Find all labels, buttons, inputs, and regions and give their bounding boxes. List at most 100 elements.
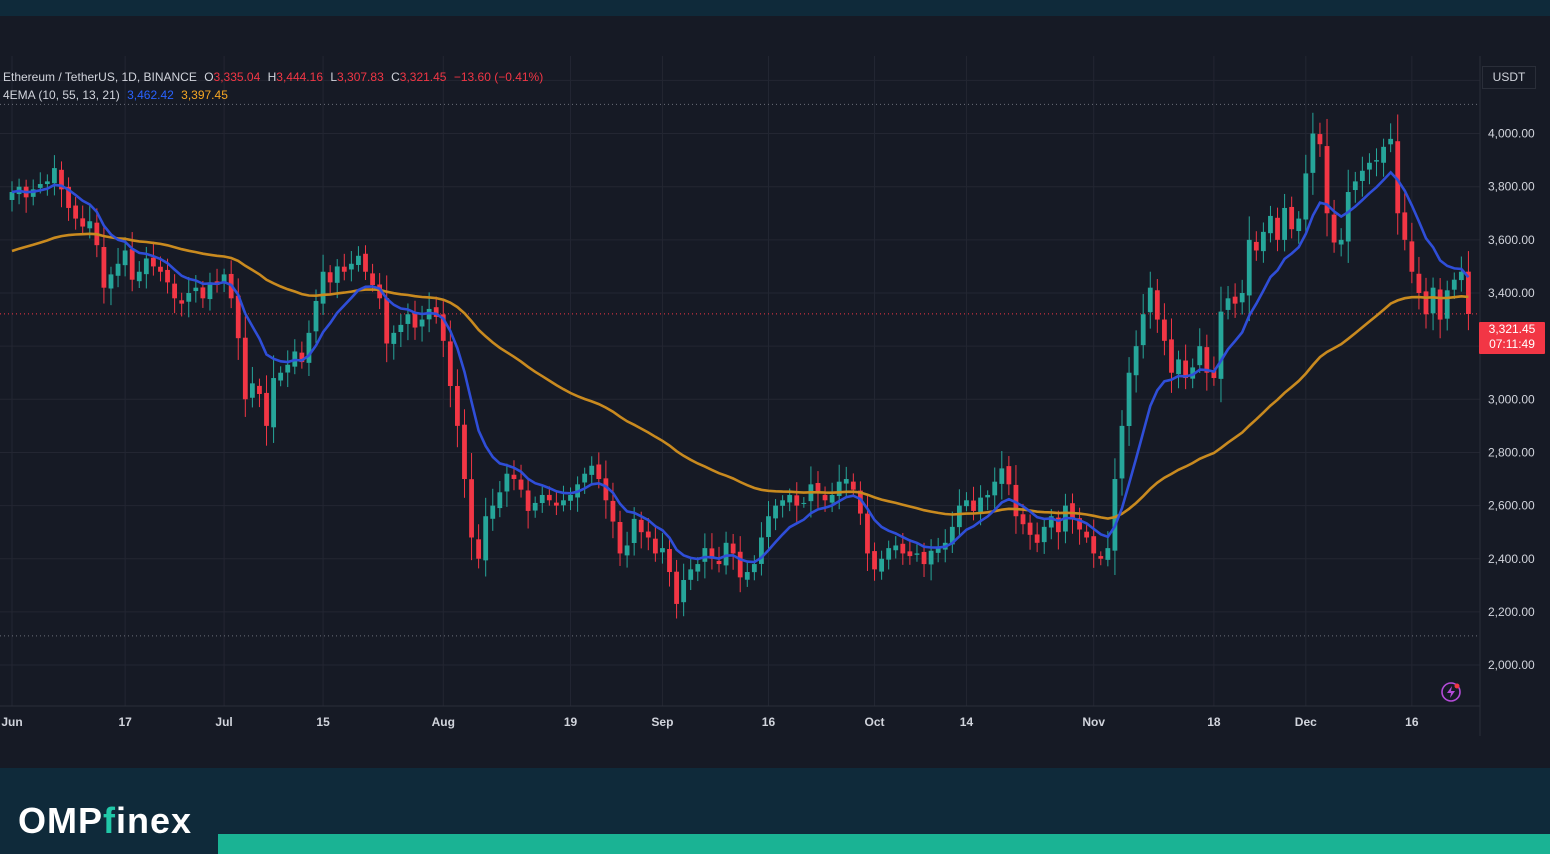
candle-body xyxy=(1225,298,1231,310)
candle-body xyxy=(151,257,156,267)
candle-body xyxy=(638,519,644,533)
candle-body xyxy=(66,186,71,208)
candle-body xyxy=(1374,160,1379,162)
candle-body xyxy=(1402,212,1408,240)
legend-row-indicator: 4EMA (10, 55, 13, 21) 3,462.42 3,397.45 xyxy=(3,86,543,104)
candle-body xyxy=(1197,346,1203,366)
x-tick-label: Jun xyxy=(1,715,22,729)
last-price-tag: 3,321.45 07:11:49 xyxy=(1479,322,1545,354)
candle-body xyxy=(306,332,312,363)
candle-body xyxy=(730,543,736,554)
candle-body xyxy=(37,184,43,188)
candle-body xyxy=(469,479,474,538)
chart-legend: Ethereum / TetherUS, 1D, BINANCE O3,335.… xyxy=(3,68,543,104)
candle-body xyxy=(744,572,750,580)
candle-body xyxy=(235,295,241,339)
candle-body xyxy=(1458,271,1464,281)
candle-body xyxy=(914,553,920,555)
candle-body xyxy=(850,481,856,490)
candle-body xyxy=(1282,207,1287,240)
candle-body xyxy=(313,300,319,332)
candle-body xyxy=(200,287,206,299)
candle-body xyxy=(405,314,411,324)
legend-row-symbol: Ethereum / TetherUS, 1D, BINANCE O3,335.… xyxy=(3,68,543,86)
candle-body xyxy=(285,364,291,373)
indicator-label[interactable]: 4EMA (10, 55, 13, 21) xyxy=(3,88,120,102)
candle-body xyxy=(257,385,262,394)
y-axis: 2,000.00 2,200.00 2,400.00 2,600.00 2,800.00… xyxy=(1488,73,1535,672)
x-tick-label: 15 xyxy=(316,715,330,729)
candle-body xyxy=(723,542,729,566)
candle-body xyxy=(1430,287,1436,314)
candle-body xyxy=(1303,173,1309,220)
candle-body xyxy=(617,522,623,554)
candle-body xyxy=(1466,271,1471,314)
candle-body xyxy=(1133,346,1139,376)
lightning-alert-icon[interactable] xyxy=(1440,681,1462,703)
candle-body xyxy=(299,352,305,363)
candle-body xyxy=(794,495,800,506)
candle-body xyxy=(1091,536,1097,554)
x-tick-label: Nov xyxy=(1082,715,1105,729)
candle-body xyxy=(518,479,524,490)
candle-body xyxy=(490,505,496,519)
candle-body xyxy=(815,483,821,493)
candle-body xyxy=(1041,526,1047,543)
candle-body xyxy=(645,531,651,538)
candle-body xyxy=(568,494,573,501)
y-tick-label: 4,000.00 xyxy=(1488,127,1535,141)
candle-body xyxy=(193,287,199,292)
candle-body xyxy=(688,569,694,580)
candle-body xyxy=(1451,279,1457,290)
y-tick-label: 3,600.00 xyxy=(1488,233,1535,247)
candle-body xyxy=(1140,314,1146,346)
candle-body xyxy=(433,307,439,317)
candle-body xyxy=(539,494,545,504)
candle-body xyxy=(1154,290,1160,320)
y-tick-label: 2,000.00 xyxy=(1488,658,1535,672)
candle-body xyxy=(59,169,64,190)
x-tick-label: 16 xyxy=(1405,715,1419,729)
candle-body xyxy=(1218,311,1224,379)
last-price-value: 3,321.45 xyxy=(1488,322,1536,336)
candle-body xyxy=(1013,484,1019,517)
symbol-label[interactable]: Ethereum / TetherUS, 1D, BINANCE xyxy=(3,70,197,84)
candle-body xyxy=(589,465,595,475)
candle-body xyxy=(1126,372,1132,427)
x-tick-label: Aug xyxy=(432,715,455,729)
candle-body xyxy=(122,250,128,266)
candle-body xyxy=(1409,241,1415,272)
candle-body xyxy=(511,474,517,480)
candle-body xyxy=(341,266,347,272)
candle-body xyxy=(264,392,269,426)
candle-body xyxy=(73,205,79,219)
y-tick-label: 3,800.00 xyxy=(1488,180,1535,194)
candle-body xyxy=(709,548,715,559)
candle-body xyxy=(660,548,665,553)
candle-body xyxy=(1006,466,1012,485)
candle-body xyxy=(935,548,941,553)
y-tick-label: 3,400.00 xyxy=(1488,286,1535,300)
high-value: 3,444.16 xyxy=(276,70,323,84)
y-tick-label: 2,200.00 xyxy=(1488,605,1535,619)
candle-body xyxy=(1324,146,1330,214)
candle-body xyxy=(1317,134,1323,145)
x-tick-label: Sep xyxy=(651,715,673,729)
brand-logo: OMPfinex xyxy=(18,800,192,842)
candles xyxy=(9,112,1471,619)
candle-body xyxy=(419,319,425,327)
candle-body xyxy=(242,337,248,400)
candle-body xyxy=(1147,287,1153,313)
ema-fast-line xyxy=(11,170,1470,564)
high-label: H xyxy=(267,70,277,84)
countdown-value: 07:11:49 xyxy=(1489,337,1535,351)
low-value: 3,307.83 xyxy=(337,70,384,84)
currency-button[interactable]: USDT xyxy=(1482,66,1536,89)
candle-body xyxy=(1034,534,1040,543)
candle-body xyxy=(1027,522,1033,535)
candle-body xyxy=(172,283,178,299)
candle-body xyxy=(1112,479,1118,551)
price-chart[interactable]: 2,000.00 2,200.00 2,400.00 2,600.00 2,800.00… xyxy=(0,16,1550,768)
candle-body xyxy=(207,282,213,300)
brand-logo-part-b: f xyxy=(103,800,117,841)
